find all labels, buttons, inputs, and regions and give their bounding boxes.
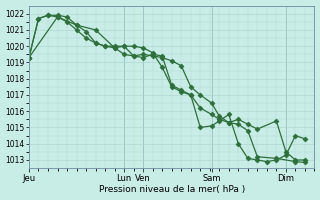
X-axis label: Pression niveau de la mer( hPa ): Pression niveau de la mer( hPa ) — [99, 185, 245, 194]
